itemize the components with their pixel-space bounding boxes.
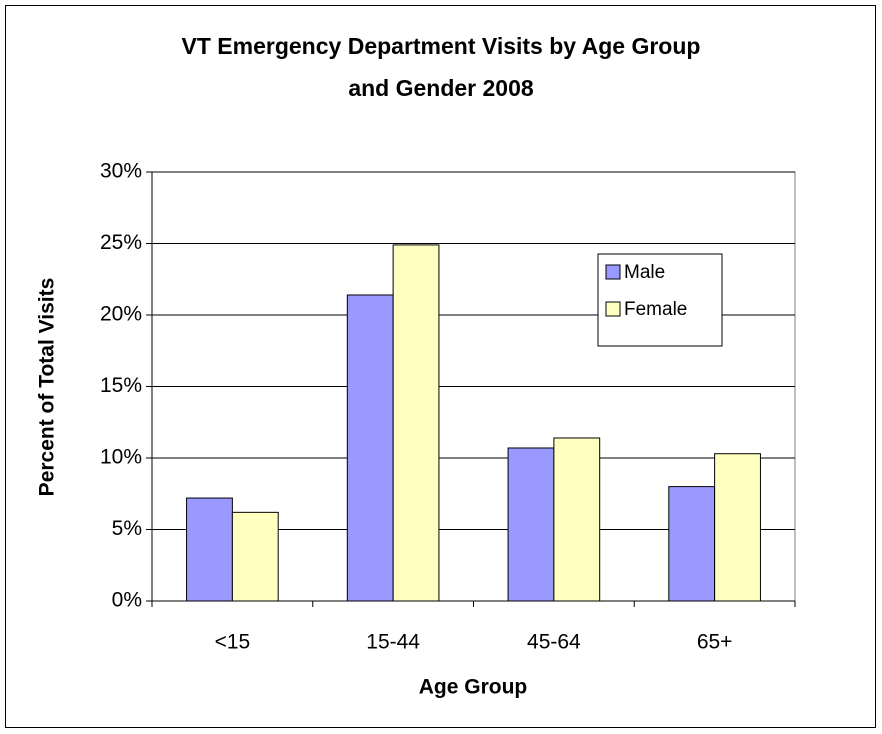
y-tick-label: 20% — [100, 303, 142, 326]
bar — [553, 437, 601, 602]
bar — [668, 486, 716, 602]
bar — [392, 244, 440, 602]
bar — [346, 294, 394, 602]
y-tick-label: 30% — [100, 160, 142, 183]
legend-label: Female — [624, 299, 687, 320]
x-tick-label: 15-44 — [366, 631, 420, 654]
y-tick-label: 25% — [100, 231, 142, 254]
y-tick-label: 0% — [112, 589, 142, 612]
x-tick-label: 65+ — [697, 631, 733, 654]
legend-label: Male — [624, 262, 665, 283]
y-tick-label: 15% — [100, 374, 142, 397]
y-tick-label: 10% — [100, 446, 142, 469]
bar — [231, 511, 279, 602]
bar — [714, 453, 761, 602]
chart-title: and Gender 2008 — [348, 75, 534, 101]
legend-swatch — [605, 301, 621, 317]
x-tick-label: 45-64 — [527, 631, 581, 654]
y-axis-title: Percent of Total Visits — [36, 278, 59, 497]
x-tick-label: <15 — [215, 631, 251, 654]
bar — [186, 497, 233, 602]
legend-swatch — [605, 264, 621, 280]
y-tick-label: 5% — [112, 517, 142, 540]
bar — [507, 447, 555, 602]
x-axis-title: Age Group — [419, 676, 528, 699]
chart-title: VT Emergency Department Visits by Age Gr… — [182, 33, 701, 59]
